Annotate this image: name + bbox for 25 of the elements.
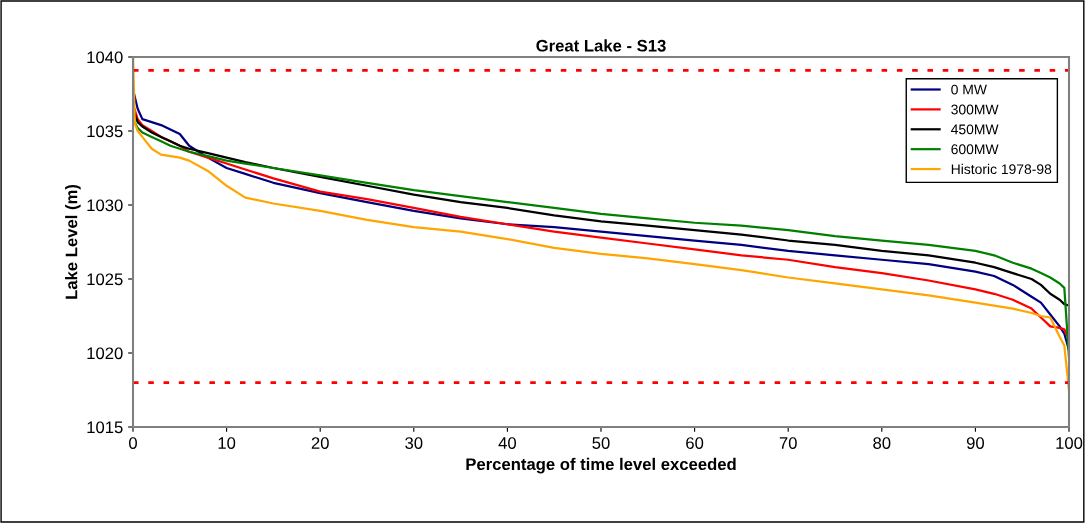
y-tick-label: 1040: [87, 51, 123, 64]
x-tick-label: 100: [1056, 437, 1083, 449]
legend-label: 300MW: [951, 104, 999, 115]
legend-label: Historic 1978-98: [951, 163, 1052, 175]
x-tick-label: 40: [498, 437, 517, 449]
y-axis-title: Lake Level (m): [65, 184, 81, 299]
x-tick-label: 0: [129, 437, 137, 449]
x-tick-label: 10: [218, 437, 236, 449]
y-tick-label: 1020: [87, 347, 123, 360]
x-tick-label: 90: [966, 437, 985, 449]
chart-title: Great Lake - S13: [536, 39, 666, 52]
legend-label: 0 MW: [951, 84, 987, 95]
y-tick-label: 1015: [87, 421, 123, 434]
y-tick-label: 1030: [87, 199, 123, 212]
legend-label: 450MW: [951, 124, 999, 135]
legend-label: 600MW: [951, 144, 999, 155]
x-axis-title: Percentage of time level exceeded: [466, 457, 736, 474]
x-tick-label: 20: [311, 437, 329, 449]
x-tick-label: 80: [873, 437, 891, 449]
x-tick-label: 50: [592, 437, 610, 449]
x-tick-label: 60: [686, 437, 704, 449]
x-tick-label: 70: [779, 437, 797, 449]
y-tick-label: 1035: [87, 125, 123, 138]
x-tick-label: 30: [405, 437, 423, 449]
y-tick-label: 1025: [87, 273, 123, 286]
